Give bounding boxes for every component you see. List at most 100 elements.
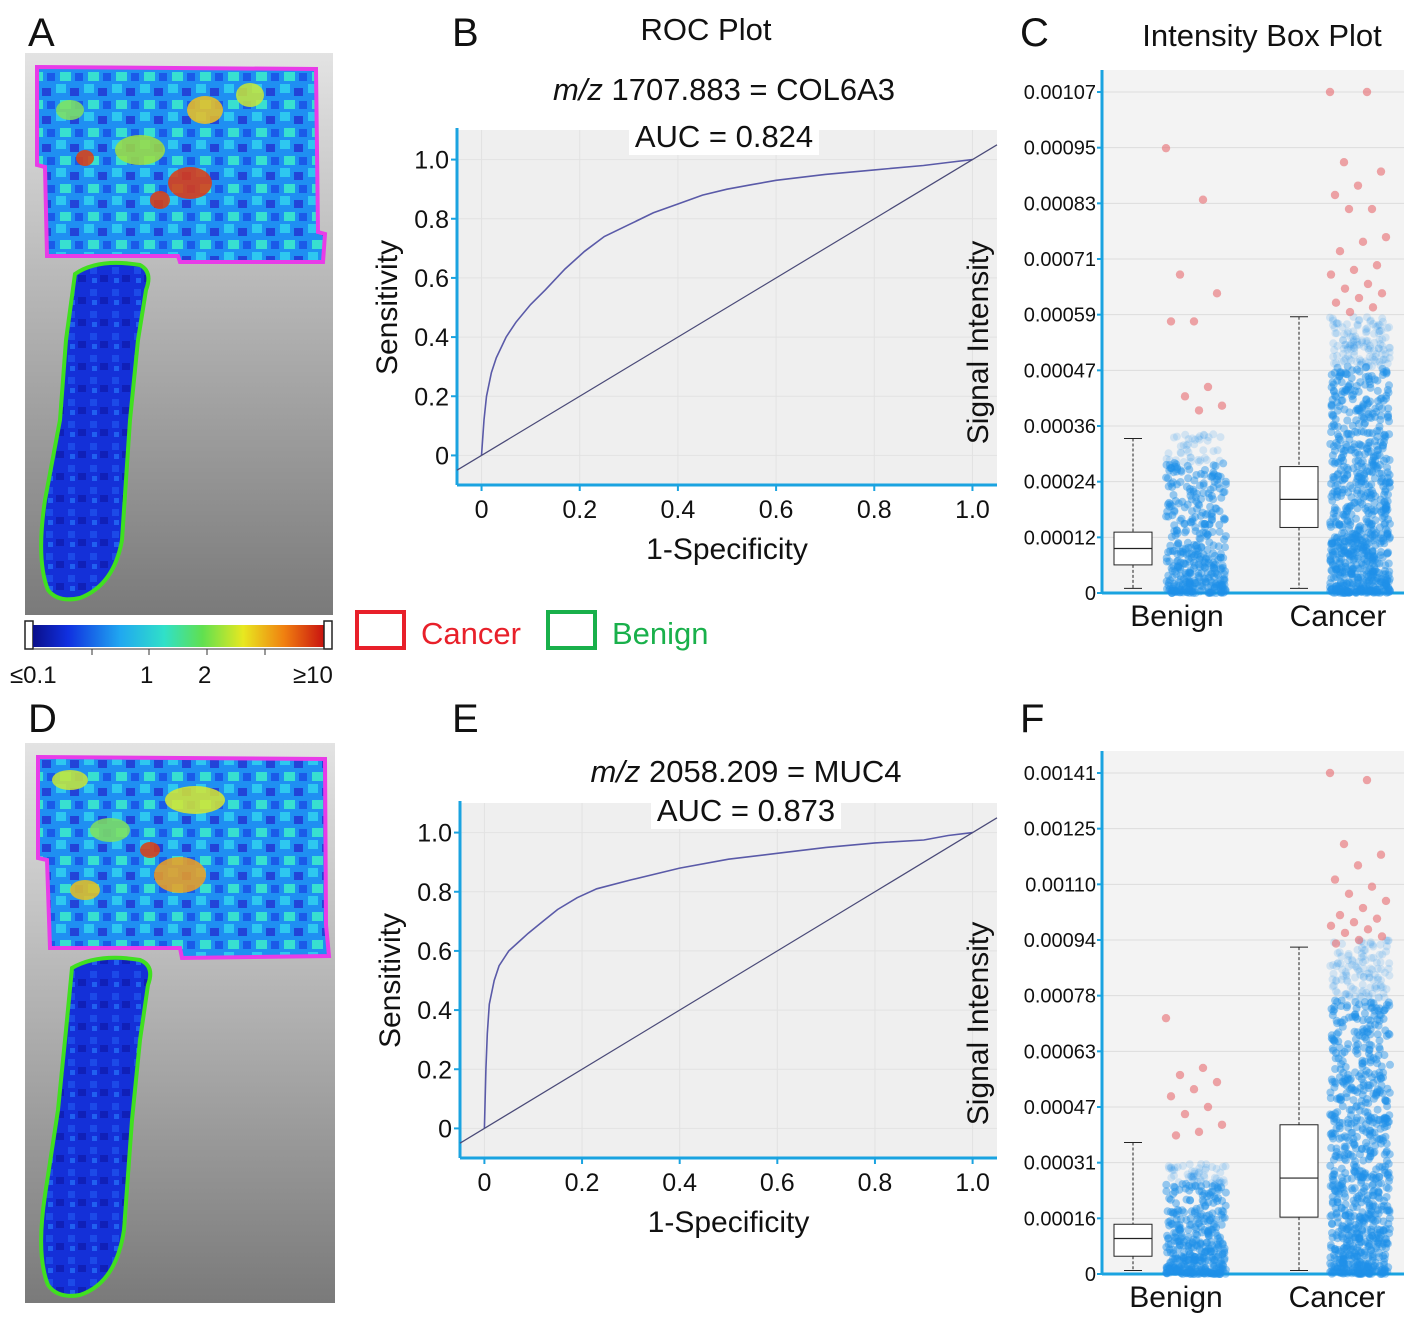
data-point [1348,546,1357,554]
data-point [1181,430,1190,439]
data-point [1178,1162,1187,1170]
data-point [1328,566,1336,575]
data-point [1381,504,1390,513]
data-point [1368,567,1377,576]
data-point [1345,1208,1354,1217]
data-point [1338,568,1347,577]
data-point [1176,448,1185,457]
data-point [1195,534,1204,543]
data-point [1343,416,1352,425]
data-point [1346,446,1355,455]
data-point [1197,1247,1206,1256]
data-point [1172,1221,1181,1229]
data-point [1175,1237,1184,1246]
data-point [1334,587,1343,596]
data-point [1382,947,1391,956]
data-point [1184,1256,1193,1265]
data-point [1177,1233,1186,1242]
data-point [1187,587,1196,596]
data-point [1197,1222,1205,1231]
data-point [1170,506,1179,515]
data-point [1370,552,1379,561]
data-point [1385,533,1394,542]
data-point [1345,539,1354,548]
data-point [1326,587,1335,596]
data-point [1215,1259,1224,1268]
data-point [1175,582,1184,591]
data-point [1172,1268,1180,1277]
data-point [1347,356,1356,365]
data-point [1360,1043,1369,1052]
data-point [1347,445,1356,454]
data-point [1199,528,1208,537]
data-point [1349,464,1358,473]
data-point [1362,328,1371,337]
data-point [1349,343,1358,352]
data-point [1172,587,1180,596]
data-point [1180,1208,1188,1217]
data-point [1334,570,1343,579]
data-point [1382,581,1390,590]
data-point [1176,466,1185,475]
data-point [1174,539,1183,547]
data-point [1332,319,1341,328]
data-point [1192,497,1201,506]
data-point [1162,460,1171,469]
data-point [1218,583,1227,592]
data-point [1328,547,1337,556]
data-point [1213,472,1222,481]
data-point [1353,554,1362,563]
data-point [1203,1267,1212,1276]
data-point [1376,578,1385,587]
data-point [1208,1163,1217,1171]
x-tick-label: 1.0 [955,1169,990,1197]
data-point [1383,575,1392,584]
data-point [1219,588,1228,597]
data-point [1216,587,1225,596]
outlier-point [1340,284,1350,293]
data-point [1327,401,1336,410]
data-point [1372,350,1381,358]
data-point [1374,573,1383,582]
data-point [1371,492,1380,501]
data-point [1184,1255,1193,1264]
data-point [1371,1217,1380,1226]
data-point [1330,538,1339,547]
data-point [1368,547,1377,556]
data-point [1339,336,1347,345]
data-point [1178,588,1187,597]
data-point [1337,1164,1346,1173]
plot-area [1102,751,1404,1274]
data-point [1196,587,1205,596]
data-point [1384,388,1393,397]
data-point [1361,504,1370,513]
data-point [1179,458,1188,466]
data-point [1192,541,1201,549]
data-point [1349,984,1357,993]
data-point [1187,553,1196,562]
data-point [1370,587,1379,596]
data-point [1356,407,1365,416]
data-point [1383,412,1392,421]
data-point [1369,1094,1378,1103]
data-point [1353,573,1362,582]
data-point [1169,1245,1178,1254]
data-point [1354,573,1363,582]
data-point [1341,1245,1350,1253]
data-point [1349,443,1358,452]
outlier-point [1171,1131,1181,1140]
data-point [1360,555,1369,564]
data-point [1193,550,1202,559]
data-point [1341,588,1350,597]
data-point [1360,414,1368,423]
data-point [1349,545,1358,554]
data-point [1338,1257,1347,1266]
data-point [1330,506,1339,515]
data-point [1366,490,1375,499]
data-point [1217,564,1225,573]
data-point [1338,396,1347,405]
data-point [1195,554,1204,563]
data-point [1210,477,1219,486]
data-point [1191,523,1200,532]
data-point [1215,580,1224,589]
